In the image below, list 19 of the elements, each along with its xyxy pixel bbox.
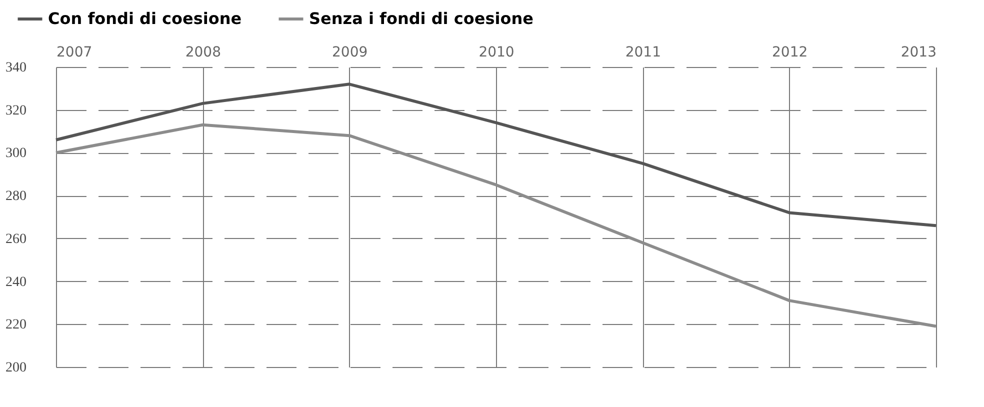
x-tick-label: 2012: [772, 44, 808, 60]
y-tick-label: 240: [6, 274, 26, 290]
line-series: [54, 82, 938, 228]
x-tick-label: 2007: [56, 44, 92, 60]
y-tick-label: 280: [6, 189, 26, 204]
y-tick-label: 320: [6, 103, 26, 118]
y-tick-label: 300: [6, 146, 26, 162]
x-tick-label: 2013: [900, 44, 936, 60]
x-tick-label: 2011: [625, 44, 661, 60]
line-series: [54, 123, 938, 328]
x-tick-label: 2008: [185, 44, 221, 60]
y-tick-label: 260: [6, 232, 26, 247]
legend-label: Senza i fondi di coesione: [309, 9, 534, 28]
legend-label: Con fondi di coesione: [48, 9, 242, 28]
y-tick-label: 220: [6, 318, 26, 333]
x-tick-label: 2010: [478, 44, 514, 60]
x-tick-label: 2009: [332, 44, 368, 60]
y-tick-label: 200: [6, 360, 26, 376]
y-tick-label: 340: [6, 60, 26, 76]
